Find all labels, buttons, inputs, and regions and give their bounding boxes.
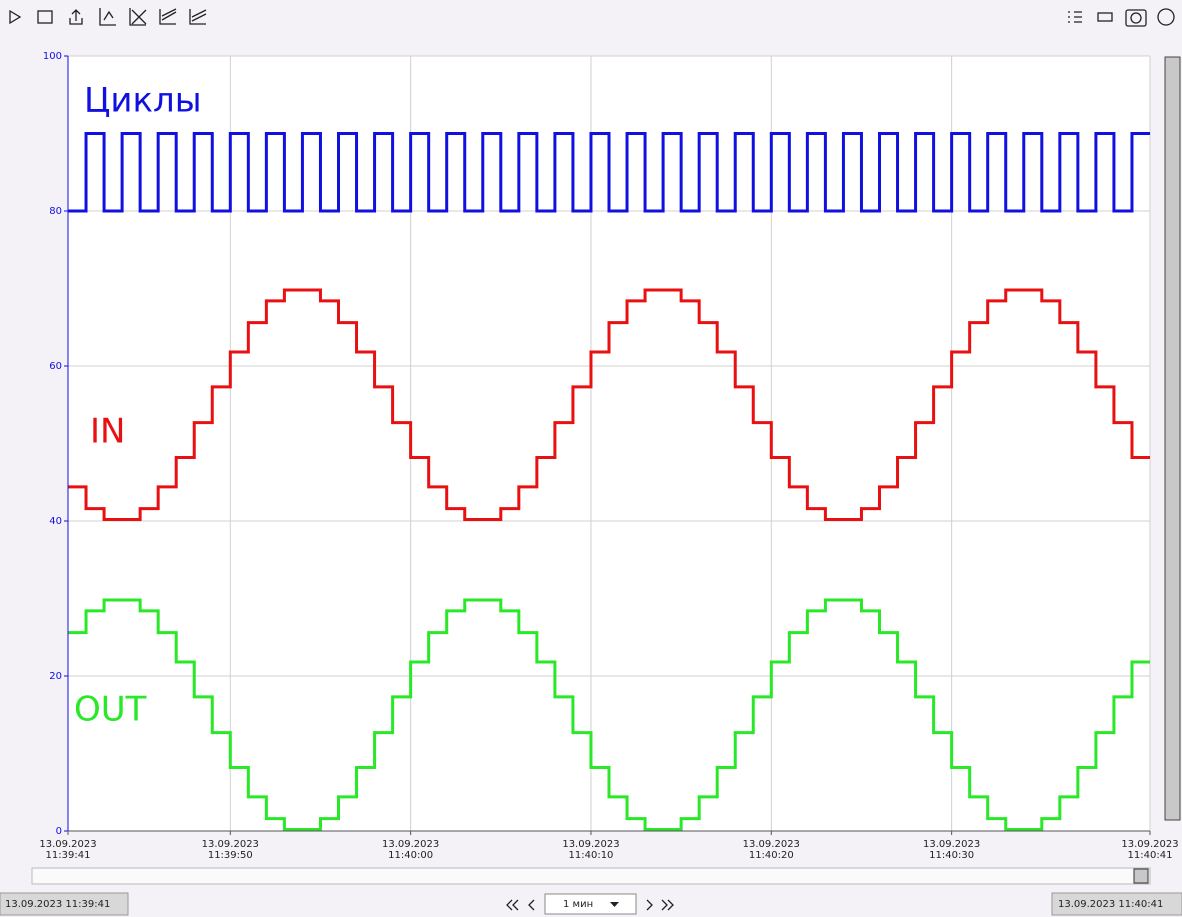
play-button[interactable] [9, 9, 22, 25]
toolbar [0, 0, 1182, 32]
y-tick-label: 60 [49, 361, 62, 372]
series-line [68, 132, 1150, 213]
x-tick-label: 13.09.2023 11:40:10 [562, 839, 619, 861]
horizontal-scrollbar[interactable] [31, 867, 1151, 885]
x-tick-label: 13.09.2023 11:40:41 [1121, 839, 1178, 861]
table-button[interactable] [37, 10, 53, 24]
export-button[interactable] [69, 9, 83, 25]
axis-button[interactable] [99, 8, 116, 26]
print-button[interactable] [1097, 12, 1113, 22]
y-tick-label: 0 [56, 826, 62, 837]
start-time-box[interactable] [0, 892, 129, 916]
series-label: IN [90, 412, 125, 452]
period: 1 мин [563, 899, 593, 910]
x-tick-label: 13.09.2023 11:39:50 [202, 839, 259, 861]
start-time: 13.09.2023 11:39:41 [5, 899, 110, 910]
snapshot-lens [1130, 12, 1142, 24]
period-select[interactable] [544, 893, 637, 915]
end-time: 13.09.2023 11:40:41 [1058, 899, 1163, 910]
toolbar-left [9, 8, 207, 26]
clear-axis-button[interactable] [129, 8, 147, 26]
scroll-thumb[interactable] [1133, 868, 1149, 884]
series-label: Циклы [84, 81, 202, 121]
series-line [68, 598, 1150, 831]
legend-button[interactable] [1068, 11, 1082, 23]
snapshot-button[interactable] [1125, 9, 1147, 27]
series-lines [68, 132, 1150, 831]
x-tick-label: 13.09.2023 11:40:20 [743, 839, 800, 861]
y-tick-label: 20 [49, 671, 62, 682]
toolbar-right [1068, 8, 1175, 27]
x-tick-label: 13.09.2023 11:39:41 [39, 839, 96, 861]
refresh-button[interactable] [1157, 8, 1175, 26]
series-line [68, 288, 1150, 521]
scale-button[interactable] [159, 8, 177, 25]
dropdown-arrow [610, 902, 619, 907]
series-label: OUT [74, 690, 147, 730]
y-tick-label: 40 [49, 516, 62, 527]
x-tick-label: 13.09.2023 11:40:00 [382, 839, 439, 861]
end-time-box[interactable] [1051, 892, 1182, 916]
back-buttons[interactable] [506, 899, 535, 911]
y-tick-label: 80 [49, 206, 62, 217]
scale2-button[interactable] [189, 9, 207, 25]
forward-buttons[interactable] [646, 899, 674, 911]
x-tick-label: 13.09.2023 11:40:30 [923, 839, 980, 861]
vertical-scrollbar[interactable] [1164, 56, 1181, 821]
y-tick-label: 100 [43, 51, 62, 62]
